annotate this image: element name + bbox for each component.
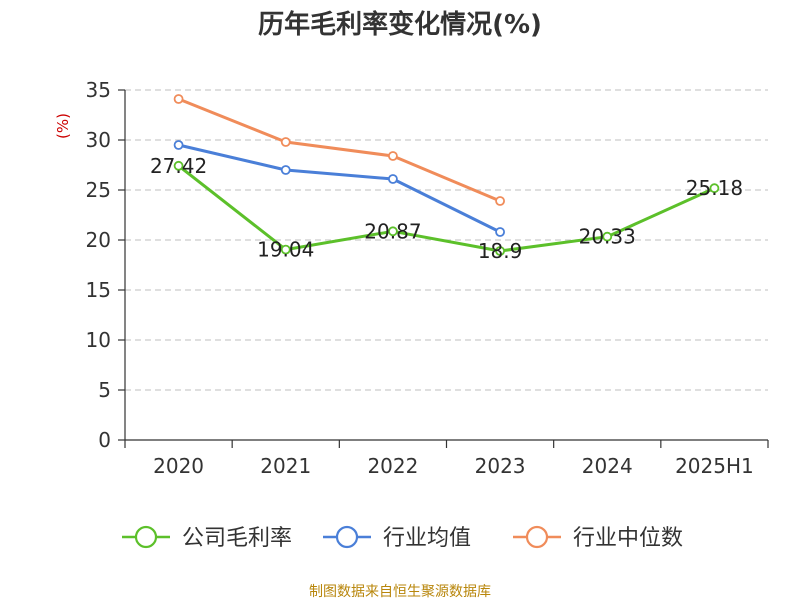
legend-label: 公司毛利率 bbox=[182, 526, 292, 551]
x-tick-label: 2021 bbox=[260, 454, 311, 478]
data-label: 18.9 bbox=[478, 239, 523, 263]
y-tick-label: 30 bbox=[86, 128, 111, 152]
data-point[interactable] bbox=[173, 94, 184, 104]
y-tick-label: 15 bbox=[86, 278, 111, 302]
data-point[interactable] bbox=[495, 227, 505, 237]
data-point[interactable] bbox=[388, 151, 398, 161]
data-point[interactable] bbox=[388, 174, 398, 184]
data-point[interactable] bbox=[280, 244, 291, 255]
legend-marker-icon bbox=[335, 525, 359, 549]
y-tick-label: 20 bbox=[86, 228, 111, 252]
x-tick-label: 2024 bbox=[582, 454, 633, 478]
data-point[interactable] bbox=[388, 226, 398, 237]
legend-label: 行业均值 bbox=[383, 526, 471, 551]
x-tick-label: 2023 bbox=[475, 454, 526, 478]
x-tick-label: 2020 bbox=[153, 454, 204, 478]
legend-marker-icon bbox=[134, 525, 158, 549]
series-line-1 bbox=[178, 143, 501, 234]
data-label: 27.42 bbox=[150, 154, 207, 178]
y-tick-label: 10 bbox=[86, 328, 111, 352]
y-tick-label: 35 bbox=[86, 78, 111, 102]
legend-item-1[interactable]: 行业均值 bbox=[323, 525, 471, 551]
data-point[interactable] bbox=[495, 246, 505, 256]
y-axis-unit: (%) bbox=[54, 113, 72, 139]
data-label: 20.33 bbox=[579, 225, 636, 249]
series-line-2 bbox=[178, 97, 501, 203]
y-tick-label: 0 bbox=[98, 428, 111, 452]
data-label: 25.18 bbox=[686, 176, 743, 200]
data-point[interactable] bbox=[280, 137, 291, 147]
source-note: 制图数据来自恒生聚源数据库 bbox=[309, 584, 491, 600]
data-labels: 27.42 19.04 20.87 18.9 20.33 25.18 bbox=[150, 154, 743, 263]
series-lines bbox=[173, 94, 720, 256]
legend-item-0[interactable]: 公司毛利率 bbox=[122, 525, 292, 551]
data-point[interactable] bbox=[173, 140, 184, 150]
legend-label: 行业中位数 bbox=[573, 526, 683, 551]
y-tick-label: 5 bbox=[98, 378, 111, 402]
axes: 0 5 10 15 20 25 30 35 2020 2021 2022 2023 2024 2025H1 bbox=[86, 78, 769, 478]
legend-item-2[interactable]: 行业中位数 bbox=[513, 525, 683, 551]
y-tick-label: 25 bbox=[86, 178, 111, 202]
data-point[interactable] bbox=[709, 183, 720, 194]
legend[interactable]: 公司毛利率 行业均值 行业中位数 bbox=[122, 525, 683, 551]
data-point[interactable] bbox=[280, 165, 291, 175]
legend-marker-icon bbox=[525, 525, 549, 549]
data-point[interactable] bbox=[173, 160, 184, 171]
series-line-0 bbox=[177, 164, 716, 253]
chart-title: 历年毛利率变化情况(%) bbox=[258, 9, 542, 40]
x-tick-label: 2025H1 bbox=[675, 454, 754, 478]
x-tick-label: 2022 bbox=[367, 454, 418, 478]
data-point[interactable] bbox=[495, 196, 505, 206]
data-point[interactable] bbox=[602, 231, 613, 242]
data-label: 20.87 bbox=[364, 219, 421, 243]
data-label: 19.04 bbox=[257, 238, 314, 262]
